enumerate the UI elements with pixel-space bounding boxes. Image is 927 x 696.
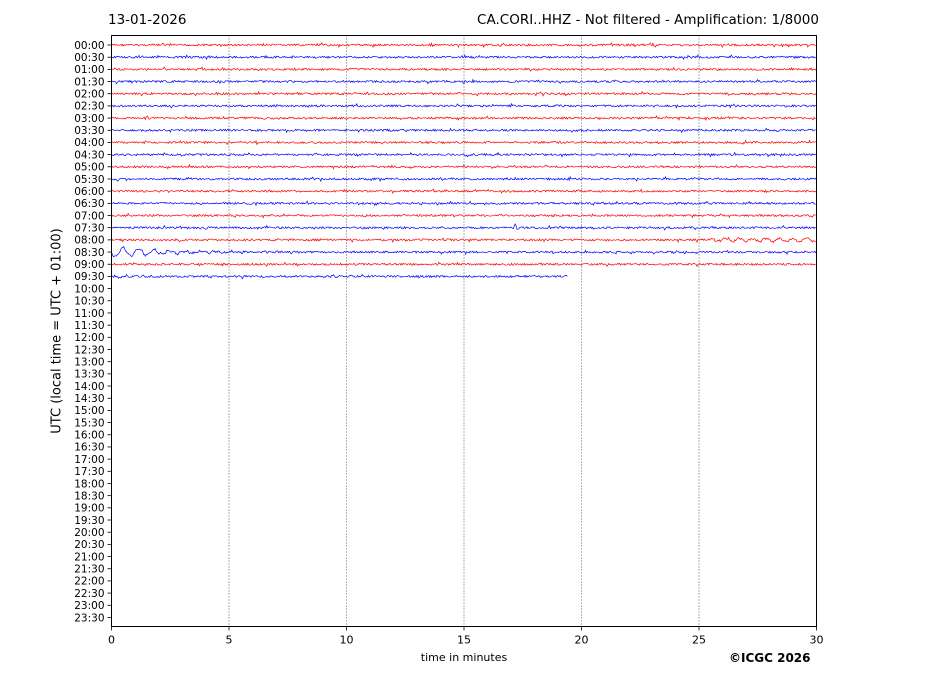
y-tick-label: 09:00 (74, 259, 104, 271)
y-tick-label: 03:00 (74, 113, 104, 125)
trace-0600 (111, 188, 816, 195)
y-tick-label: 09:30 (74, 271, 104, 283)
y-tick-label: 00:00 (74, 40, 104, 52)
trace-0030 (111, 54, 816, 61)
y-tick-label: 21:00 (74, 551, 104, 563)
y-tick-label: 04:00 (74, 137, 104, 149)
x-axis-label: time in minutes (420, 651, 508, 664)
y-tick-label: 02:30 (74, 101, 104, 113)
x-tick-labels: 0 5 10 15 20 25 30 (108, 626, 824, 647)
trace-0930 (111, 273, 568, 280)
y-tick-label: 07:00 (74, 210, 104, 222)
date-label: 13-01-2026 (108, 12, 187, 28)
y-tick-label: 13:30 (74, 369, 104, 381)
y-tick-label: 05:00 (74, 162, 104, 174)
chart-title: CA.CORI..HHZ - Not filtered - Amplificat… (477, 12, 819, 28)
trace-0200 (111, 90, 817, 97)
trace-0900 (111, 261, 816, 268)
y-tick-label: 06:30 (74, 198, 104, 210)
grid-lines (228, 35, 700, 627)
trace-0630 (111, 200, 816, 207)
y-tick-label: 17:00 (74, 454, 104, 466)
y-tick-label: 19:00 (74, 503, 104, 515)
y-tick-label: 10:00 (74, 283, 104, 295)
y-tick-label: 20:00 (74, 527, 104, 539)
y-tick-label: 18:30 (74, 490, 104, 502)
y-tick-label: 03:30 (74, 125, 104, 137)
trace-0800 (111, 236, 816, 244)
y-tick-label: 16:00 (74, 430, 104, 442)
y-tick-label: 20:30 (74, 539, 104, 551)
y-tick-label: 14:00 (74, 381, 104, 393)
y-tick-label: 12:00 (74, 332, 104, 344)
y-tick-label: 18:00 (74, 478, 104, 490)
y-tick-label: 04:30 (74, 149, 104, 161)
trace-0230 (111, 102, 816, 109)
trace-0700 (111, 212, 816, 219)
x-tick-label: 5 (226, 634, 233, 647)
y-tick-label: 16:30 (74, 442, 104, 454)
y-tick-label: 08:00 (74, 235, 104, 247)
y-tick-label: 21:30 (74, 564, 104, 576)
x-tick-label: 10 (340, 634, 354, 647)
y-tick-label: 13:00 (74, 356, 104, 368)
y-tick-label: 05:30 (74, 174, 104, 186)
y-tick-label: 01:00 (74, 64, 104, 76)
x-tick-label: 0 (108, 634, 115, 647)
y-tick-label: 11:00 (74, 308, 104, 320)
x-tick-label: 25 (692, 634, 706, 647)
y-tick-label: 22:00 (74, 576, 104, 588)
y-tick-label: 15:30 (74, 417, 104, 429)
copyright-credit: ©ICGC 2026 (729, 651, 811, 665)
trace-0830 (111, 245, 817, 258)
y-tick-label: 15:00 (74, 405, 104, 417)
y-tick-labels: 00:0000:3001:0001:3002:0002:3003:0003:30… (74, 40, 112, 624)
y-tick-label: 17:30 (74, 466, 104, 478)
trace-0130 (111, 78, 817, 85)
y-tick-label: 22:30 (74, 588, 104, 600)
trace-0300 (111, 115, 816, 121)
y-tick-label: 08:30 (74, 247, 104, 259)
y-tick-label: 02:00 (74, 89, 104, 101)
y-tick-label: 11:30 (74, 320, 104, 332)
y-tick-label: 14:30 (74, 393, 104, 405)
x-tick-label: 20 (575, 634, 589, 647)
y-tick-label: 19:30 (74, 515, 104, 527)
y-tick-label: 12:30 (74, 344, 104, 356)
trace-0330 (112, 127, 816, 134)
y-tick-label: 10:30 (74, 296, 104, 308)
trace-0000 (111, 42, 816, 49)
trace-0100 (112, 66, 817, 72)
y-axis-label: UTC (local time = UTC + 01:00) (49, 228, 65, 434)
x-tick-label: 15 (457, 634, 471, 647)
seismic-traces (111, 42, 817, 280)
y-tick-label: 01:30 (74, 76, 104, 88)
trace-0730 (111, 223, 816, 231)
y-tick-label: 07:30 (74, 223, 104, 235)
y-tick-label: 23:00 (74, 600, 104, 612)
trace-0530 (111, 175, 817, 183)
trace-0430 (111, 151, 816, 158)
plot-frame (111, 35, 817, 627)
y-tick-label: 23:30 (74, 612, 104, 624)
x-tick-label: 30 (810, 634, 824, 647)
trace-0400 (111, 139, 816, 146)
y-tick-label: 00:30 (74, 52, 104, 64)
y-tick-label: 06:00 (74, 186, 104, 198)
trace-0500 (111, 163, 817, 170)
